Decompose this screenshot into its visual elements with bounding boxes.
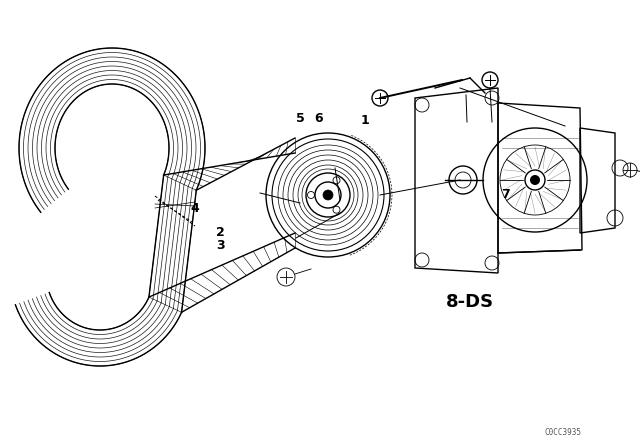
Text: 5: 5	[296, 112, 305, 125]
Text: 6: 6	[314, 112, 323, 125]
Circle shape	[482, 72, 498, 88]
Text: 3: 3	[216, 239, 225, 252]
Text: 7: 7	[501, 188, 510, 202]
Circle shape	[323, 190, 333, 200]
Text: C0CC3935: C0CC3935	[545, 428, 582, 437]
Text: 8-DS: 8-DS	[446, 293, 495, 311]
Text: 1: 1	[360, 114, 369, 128]
Text: 4: 4	[191, 202, 200, 215]
Text: 2: 2	[216, 226, 225, 240]
Circle shape	[530, 175, 540, 185]
Circle shape	[372, 90, 388, 106]
